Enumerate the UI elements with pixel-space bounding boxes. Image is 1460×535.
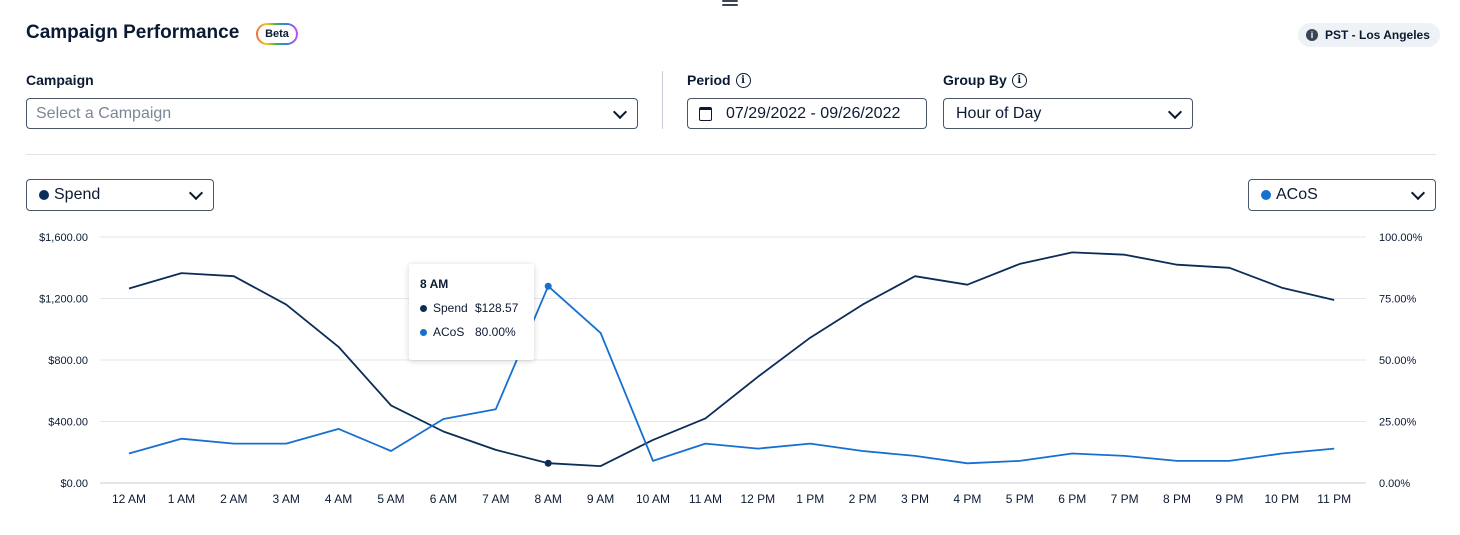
- info-icon[interactable]: i: [1011, 72, 1027, 88]
- right-metric-select[interactable]: ACoS: [1248, 179, 1436, 211]
- section-divider: [26, 154, 1436, 155]
- page-title: Campaign Performance: [26, 22, 240, 43]
- x-tick-label: 11 AM: [689, 492, 722, 506]
- tooltip-series-value: $128.57: [475, 301, 519, 315]
- acos-highlight-point: [544, 282, 552, 290]
- y-right-tick-label: 25.00%: [1379, 417, 1417, 429]
- tooltip-title: 8 AM: [420, 277, 449, 291]
- x-tick-label: 8 AM: [535, 492, 562, 506]
- group-by-label: Group By i: [943, 72, 1027, 88]
- group-by-select[interactable]: Hour of Day: [943, 98, 1193, 129]
- x-tick-label: 10 AM: [636, 492, 670, 506]
- campaign-select[interactable]: Select a Campaign: [26, 98, 638, 129]
- x-tick-label: 9 AM: [587, 492, 614, 506]
- y-left-tick-label: $0.00: [60, 478, 88, 490]
- y-left-tick-label: $400.00: [48, 417, 88, 429]
- x-tick-label: 6 AM: [430, 492, 457, 506]
- period-label: Period i: [687, 72, 751, 88]
- y-right-tick-label: 0.00%: [1379, 478, 1410, 490]
- x-tick-label: 1 PM: [796, 492, 824, 506]
- beta-badge-label: Beta: [258, 25, 296, 43]
- campaign-select-placeholder: Select a Campaign: [36, 104, 172, 122]
- x-tick-label: 5 AM: [377, 492, 404, 506]
- x-tick-label: 1 AM: [168, 492, 195, 506]
- spend-dot-icon: [39, 190, 49, 200]
- x-tick-label: 8 PM: [1163, 492, 1191, 506]
- calendar-icon: [699, 106, 712, 121]
- left-metric-value: Spend: [54, 186, 101, 203]
- x-tick-label: 11 PM: [1317, 492, 1351, 506]
- y-left-tick-label: $800.00: [48, 355, 88, 367]
- campaign-label: Campaign: [26, 72, 94, 88]
- x-tick-label: 4 AM: [325, 492, 352, 506]
- x-tick-label: 6 PM: [1058, 492, 1086, 506]
- series-line-spend: [128, 251, 1335, 468]
- x-tick-label: 2 PM: [849, 492, 877, 506]
- y-left-tick-label: $1,200.00: [39, 294, 88, 306]
- x-tick-label: 3 AM: [273, 492, 300, 506]
- drag-handle-icon[interactable]: [722, 0, 738, 6]
- x-tick-label: 7 AM: [482, 492, 509, 506]
- x-tick-label: 10 PM: [1264, 492, 1299, 506]
- acos-dot-icon: [1261, 190, 1271, 200]
- x-tick-label: 12 PM: [740, 492, 775, 506]
- tooltip-series-name: ACoS: [433, 325, 465, 339]
- y-left-tick-label: $1,600.00: [39, 232, 88, 244]
- x-tick-label: 5 PM: [1006, 492, 1034, 506]
- y-right-tick-label: 75.00%: [1379, 294, 1417, 306]
- x-tick-label: 3 PM: [901, 492, 929, 506]
- x-tick-label: 12 AM: [112, 492, 146, 506]
- chart-tooltip: 8 AM Spend $128.57 ACoS 80.00%: [409, 264, 534, 360]
- left-metric-select[interactable]: Spend: [26, 179, 214, 211]
- x-tick-label: 2 AM: [220, 492, 247, 506]
- period-value: 07/29/2022 - 09/26/2022: [726, 104, 901, 122]
- y-right-tick-label: 100.00%: [1379, 232, 1423, 244]
- tooltip-series-name: Spend: [433, 301, 468, 315]
- x-tick-label: 7 PM: [1111, 492, 1139, 506]
- timezone-label: PST - Los Angeles: [1325, 28, 1430, 42]
- period-picker[interactable]: 07/29/2022 - 09/26/2022: [687, 98, 927, 129]
- spend-highlight-point: [544, 459, 552, 467]
- series-line-acos: [128, 285, 1335, 465]
- spend-dot-icon: [420, 304, 427, 312]
- right-metric-value: ACoS: [1276, 186, 1318, 203]
- tooltip-row-spend: Spend $128.57: [420, 301, 518, 315]
- tooltip-row-acos: ACoS 80.00%: [420, 325, 516, 339]
- x-tick-label: 9 PM: [1215, 492, 1243, 506]
- x-tick-label: 4 PM: [953, 492, 981, 506]
- timezone-badge: i PST - Los Angeles: [1298, 23, 1440, 47]
- info-icon[interactable]: i: [735, 72, 751, 88]
- tooltip-series-value: 80.00%: [475, 325, 516, 339]
- group-by-value: Hour of Day: [956, 104, 1042, 122]
- filter-divider: [662, 71, 663, 129]
- y-right-tick-label: 50.00%: [1379, 355, 1417, 367]
- acos-dot-icon: [420, 328, 427, 336]
- beta-badge: Beta: [256, 23, 298, 45]
- info-icon: i: [1306, 29, 1318, 41]
